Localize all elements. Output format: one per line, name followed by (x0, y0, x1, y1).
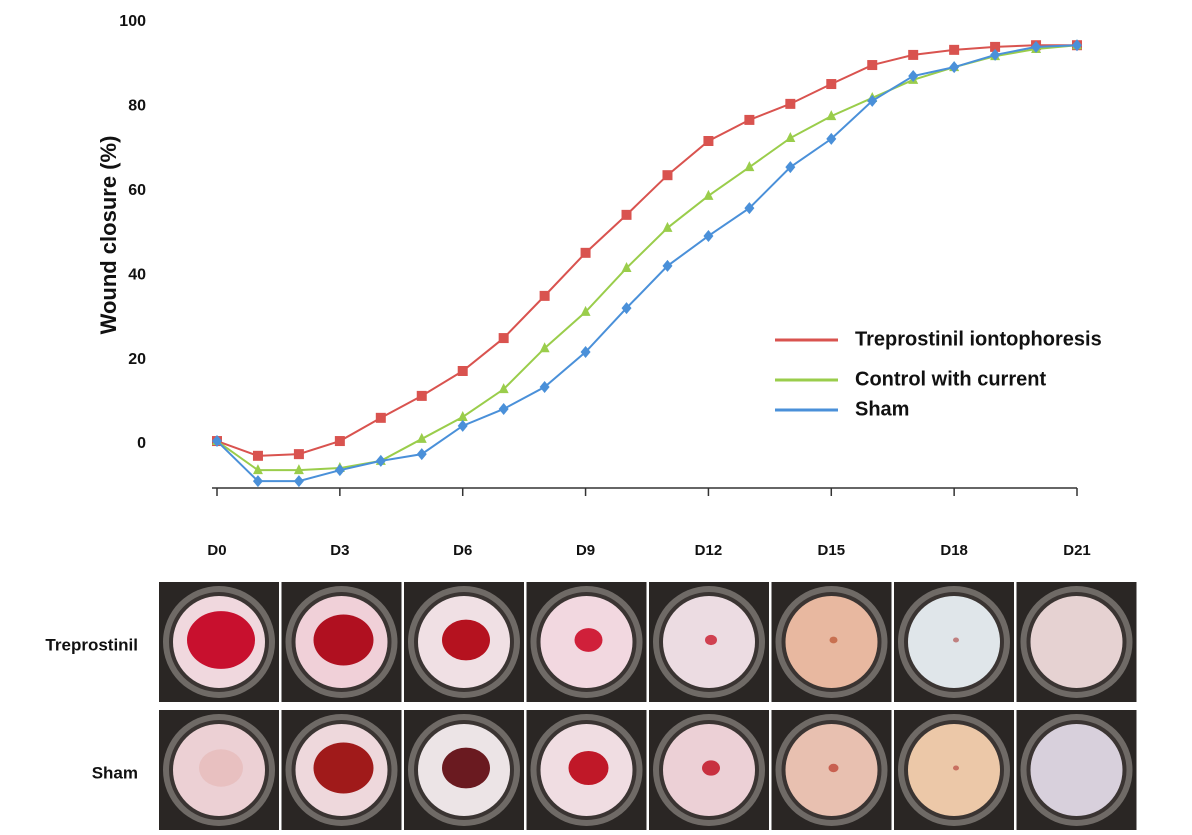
marker (253, 451, 263, 461)
photo-wound (953, 765, 959, 770)
marker (417, 391, 427, 401)
marker (376, 455, 386, 467)
photo-row-label: Sham (92, 763, 138, 782)
wound-photo (404, 710, 524, 830)
marker (703, 136, 713, 146)
x-tick-label: D21 (1063, 542, 1091, 559)
marker (581, 248, 591, 258)
photo-wound (705, 635, 717, 645)
marker (376, 413, 386, 423)
marker (294, 475, 304, 487)
photo-wound (314, 615, 374, 666)
wound-photo (404, 582, 524, 702)
marker (458, 420, 468, 432)
series-line (217, 45, 1077, 456)
x-tick-label: D15 (818, 542, 846, 559)
marker (458, 366, 468, 376)
wound-photo (649, 582, 769, 702)
figure: Wound closure (%) 0 20 40 60 80 100 D0 D3 D6 D9 D1… (0, 0, 1192, 830)
marker (458, 411, 468, 421)
photo-wound (830, 637, 838, 644)
y-tick-label: 80 (128, 98, 146, 115)
marker (540, 291, 550, 301)
x-tick-label: D6 (453, 542, 472, 559)
wound-photo (159, 710, 279, 830)
wound-photo (1017, 582, 1137, 702)
marker (703, 230, 713, 242)
marker (744, 115, 754, 125)
photo-wound (829, 764, 839, 773)
y-tick-label: 0 (137, 435, 146, 452)
wound-photo (159, 582, 279, 702)
photo-wound (569, 751, 609, 785)
marker (744, 161, 754, 171)
series-line (217, 45, 1077, 481)
marker (335, 436, 345, 446)
wound-photo (282, 582, 402, 702)
photo-wound (187, 611, 255, 669)
photo-skin (908, 596, 1000, 688)
legend-label: Sham (855, 398, 909, 420)
marker (499, 403, 509, 415)
x-tick-label: D9 (576, 542, 595, 559)
wound-photo (282, 710, 402, 830)
marker (908, 70, 918, 82)
photo-skin (908, 724, 1000, 816)
photo-row-label: Treprostinil (45, 635, 138, 654)
marker (417, 448, 427, 460)
series-line (217, 45, 1077, 470)
wound-photo (894, 582, 1014, 702)
y-axis-label: Wound closure (%) (96, 136, 121, 335)
x-tick-label: D0 (207, 542, 226, 559)
marker (622, 210, 632, 220)
wound-photo (649, 710, 769, 830)
y-tick-label: 60 (128, 182, 146, 199)
photo-wound (442, 748, 490, 789)
wound-photo (1017, 710, 1137, 830)
marker (785, 99, 795, 109)
photo-wound (199, 749, 243, 786)
x-tick-label: D18 (940, 542, 968, 559)
photo-skin (1031, 596, 1123, 688)
marker (949, 61, 959, 73)
marker (335, 464, 345, 476)
marker (908, 50, 918, 60)
marker (662, 170, 672, 180)
wound-photo (527, 582, 647, 702)
marker (499, 333, 509, 343)
wound-photo (772, 710, 892, 830)
photo-wound (953, 637, 959, 642)
marker (949, 45, 959, 55)
photo-wound (702, 760, 720, 775)
y-tick-label: 100 (119, 13, 146, 30)
photo-wound (442, 620, 490, 661)
marker (867, 60, 877, 70)
marker (703, 190, 713, 200)
legend-label: Control with current (855, 368, 1046, 390)
marker (294, 449, 304, 459)
photo-wound (314, 743, 374, 794)
wound-photo (894, 710, 1014, 830)
marker (540, 342, 550, 352)
marker (826, 79, 836, 89)
y-tick-label: 20 (128, 351, 146, 368)
marker (662, 222, 672, 232)
wound-photo (772, 582, 892, 702)
photo-wound (575, 628, 603, 652)
wound-photo (527, 710, 647, 830)
x-tick-label: D12 (695, 542, 723, 559)
x-tick-label: D3 (330, 542, 349, 559)
legend-label: Treprostinil iontophoresis (855, 328, 1102, 350)
y-tick-label: 40 (128, 266, 146, 283)
photo-skin (1031, 724, 1123, 816)
